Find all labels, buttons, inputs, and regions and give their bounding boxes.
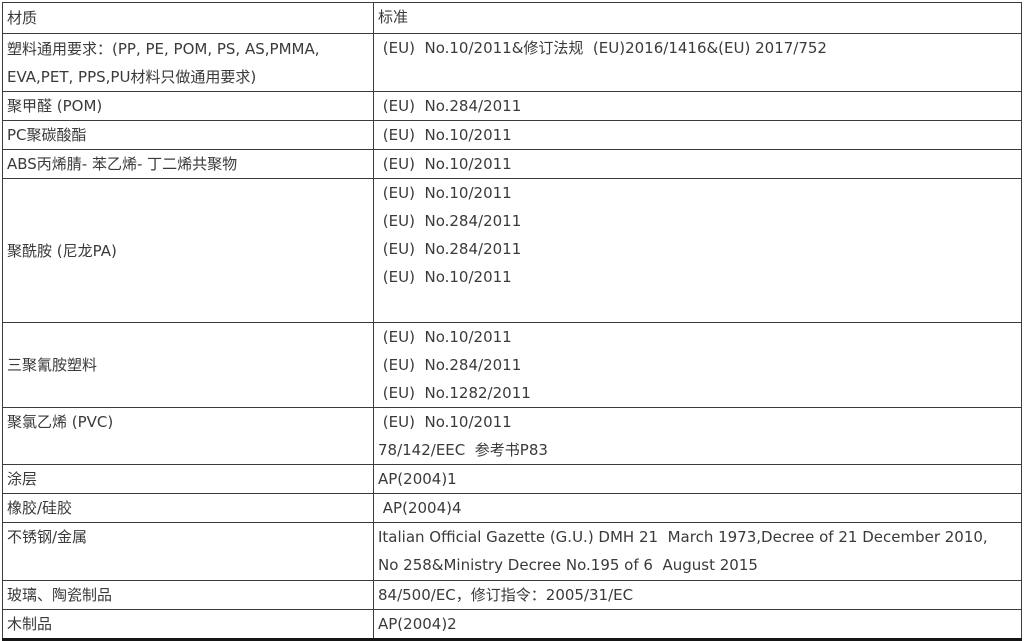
standard-cell: AP(2004)4 [373,493,1022,523]
material-cell: 塑料通用要求：(PP, PE, POM, PS, AS,PMMA, EVA,PE… [2,33,374,92]
standard-cell: Italian Official Gazette (G.U.) DMH 21 M… [373,522,1022,581]
table-row: 塑料通用要求：(PP, PE, POM, PS, AS,PMMA, EVA,PE… [2,33,1022,92]
table-row: 涂层 AP(2004)1 [2,464,1022,494]
table-row: 木制品 AP(2004)2 [2,609,1022,640]
material-cell: 涂层 [2,464,374,494]
standard-cell: (EU) No.10/2011 (EU) No.284/2011 (EU) No… [373,322,1022,408]
table-row: 聚酰胺 (尼龙PA) (EU) No.10/2011 (EU) No.284/2… [2,178,1022,323]
column-header-material: 材质 [2,2,374,34]
standard-cell: 84/500/EC，修订指令：2005/31/EC [373,580,1022,610]
table-row: 聚氯乙烯 (PVC) (EU) No.10/2011 78/142/EEC 参考… [2,407,1022,465]
table-row: 聚甲醛 (POM) (EU) No.284/2011 [2,91,1022,121]
material-cell: 橡胶/硅胶 [2,493,374,523]
material-cell: ABS丙烯腈- 苯乙烯- 丁二烯共聚物 [2,149,374,179]
material-cell: 聚氯乙烯 (PVC) [2,407,374,465]
table-row: ABS丙烯腈- 苯乙烯- 丁二烯共聚物 (EU) No.10/2011 [2,149,1022,179]
material-cell: 聚酰胺 (尼龙PA) [2,178,374,323]
standard-cell: AP(2004)2 [373,609,1022,640]
material-cell: 木制品 [2,609,374,640]
header-row: 材质 标准 [2,2,1022,34]
table-row: PC聚碳酸酯 (EU) No.10/2011 [2,120,1022,150]
material-cell: 聚甲醛 (POM) [2,91,374,121]
material-cell: PC聚碳酸酯 [2,120,374,150]
material-cell: 不锈钢/金属 [2,522,374,581]
table-row: 三聚氰胺塑料 (EU) No.10/2011 (EU) No.284/2011 … [2,322,1022,408]
standard-cell: (EU) No.10/2011 [373,120,1022,150]
material-cell: 三聚氰胺塑料 [2,322,374,408]
standard-cell: (EU) No.10/2011&修订法规 (EU)2016/1416&(EU) … [373,33,1022,92]
material-cell: 玻璃、陶瓷制品 [2,580,374,610]
standard-cell: (EU) No.10/2011 78/142/EEC 参考书P83 [373,407,1022,465]
standard-cell: AP(2004)1 [373,464,1022,494]
standard-cell: (EU) No.10/2011 [373,149,1022,179]
table-row: 不锈钢/金属 Italian Official Gazette (G.U.) D… [2,522,1022,581]
standard-cell: (EU) No.10/2011 (EU) No.284/2011 (EU) No… [373,178,1022,323]
standard-cell: (EU) No.284/2011 [373,91,1022,121]
table-row: 橡胶/硅胶 AP(2004)4 [2,493,1022,523]
table-row: 玻璃、陶瓷制品 84/500/EC，修订指令：2005/31/EC [2,580,1022,610]
column-header-standard: 标准 [373,2,1022,34]
